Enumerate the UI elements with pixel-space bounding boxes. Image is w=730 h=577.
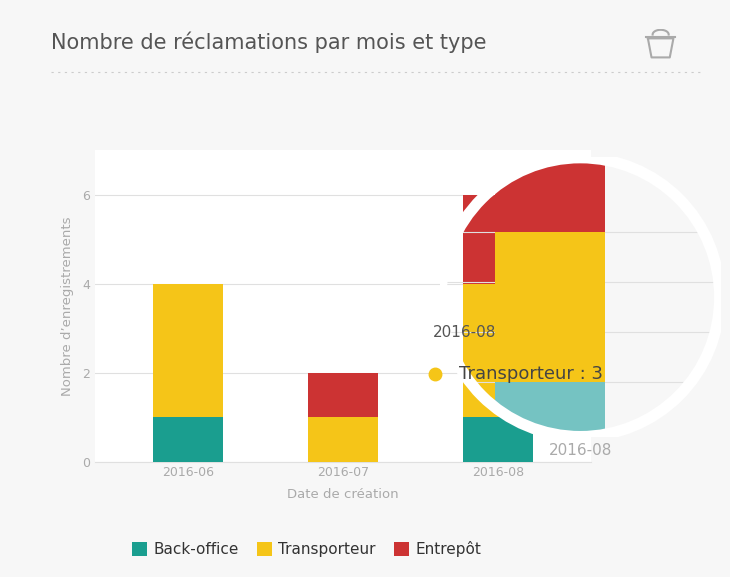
Y-axis label: Nombre d’enregistrements: Nombre d’enregistrements (61, 216, 74, 396)
Bar (495, 383, 604, 432)
Text: Nombre de réclamations par mois et type: Nombre de réclamations par mois et type (51, 32, 487, 53)
Bar (495, 232, 604, 383)
Text: 2016-08: 2016-08 (433, 325, 496, 340)
Bar (495, 383, 604, 432)
Bar (153, 417, 223, 462)
Bar (464, 194, 533, 283)
X-axis label: Date de création: Date de création (288, 488, 399, 501)
Bar (495, 132, 604, 232)
Legend: Back-office, Transporteur, Entrepôt: Back-office, Transporteur, Entrepôt (126, 535, 488, 564)
Bar (153, 283, 223, 417)
Bar (308, 373, 378, 417)
Text: Transporteur : 3: Transporteur : 3 (459, 365, 604, 383)
Text: 2016-08: 2016-08 (549, 443, 612, 458)
Bar (464, 283, 533, 417)
Bar (308, 417, 378, 462)
Bar (464, 417, 533, 462)
